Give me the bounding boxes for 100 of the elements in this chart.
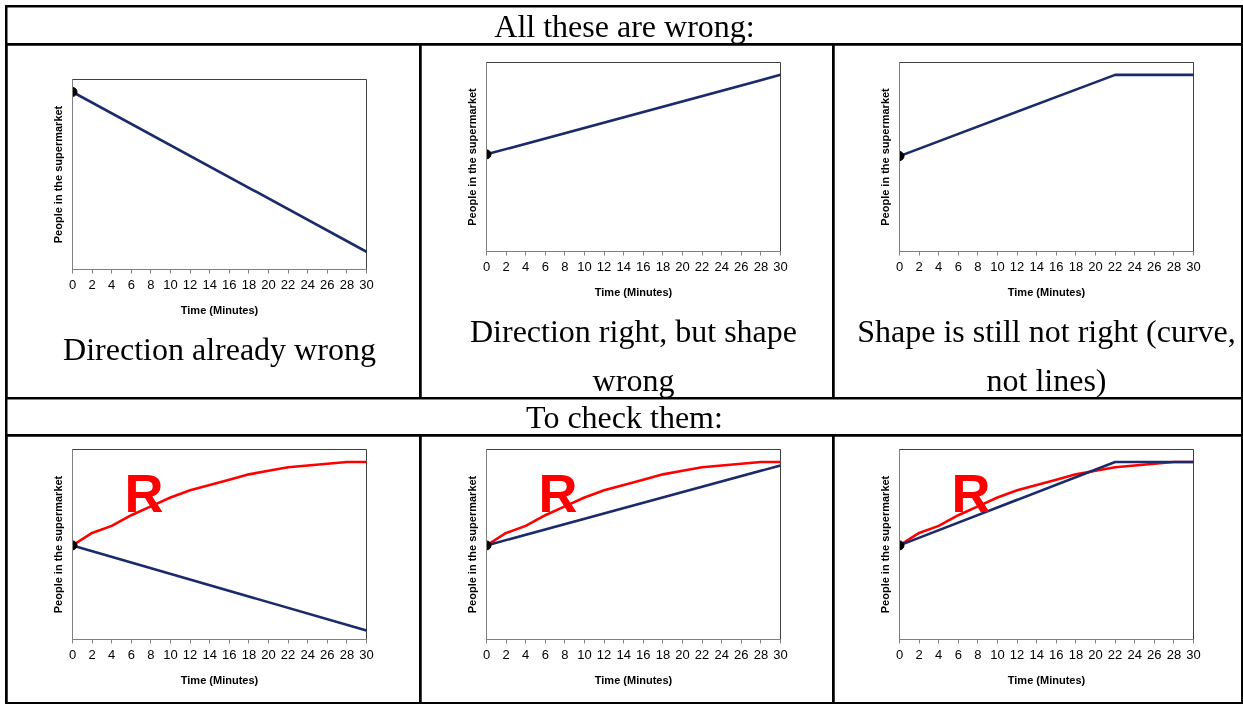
x-axis-title: Time (Minutes) — [180, 303, 259, 316]
x-tick-label: 28 — [1166, 646, 1182, 662]
x-tick-label: 18 — [655, 646, 671, 662]
chart-title: To check them: — [526, 399, 723, 435]
series-label: R — [538, 462, 578, 523]
x-tick-label: 14 — [1029, 258, 1044, 274]
x-tick-label: 4 — [108, 646, 116, 662]
x-tick-label: 10 — [577, 646, 592, 662]
text: Shape is still not right (curve, not lines) — [857, 313, 1236, 398]
text: Direction already wrong — [63, 331, 376, 367]
x-tick-label: 8 — [974, 646, 982, 662]
x-tick-label: 30 — [773, 258, 788, 274]
x-tick-label: 2 — [915, 258, 923, 274]
x-tick-label: 4 — [935, 258, 943, 274]
x-tick-label: 26 — [1147, 258, 1162, 274]
x-tick-label: 2 — [915, 646, 923, 662]
x-tick-label: 18 — [241, 646, 257, 662]
x-tick-label: 6 — [127, 646, 135, 662]
x-tick-label: 24 — [1127, 646, 1142, 662]
x-tick-label: 26 — [320, 276, 335, 292]
x-tick-label: 14 — [1029, 646, 1044, 662]
x-tick-label: 20 — [261, 276, 276, 292]
x-tick-label: 0 — [68, 276, 77, 292]
x-tick-label: 4 — [935, 646, 943, 662]
x-tick-label: 0 — [68, 646, 77, 662]
x-tick-label: 6 — [541, 258, 549, 274]
x-tick-label: 12 — [596, 258, 612, 274]
x-tick-label: 18 — [1068, 258, 1084, 274]
x-tick-label: 8 — [561, 258, 569, 274]
x-tick-label: 16 — [636, 258, 651, 274]
y-axis-title: People in the supermarket — [465, 87, 478, 226]
x-tick-label: 10 — [990, 258, 1005, 274]
x-tick-label: 30 — [1186, 646, 1201, 662]
y-axis-title: People in the supermarket — [51, 105, 64, 244]
x-axis-title: Time (Minutes) — [1007, 285, 1086, 298]
x-tick-label: 26 — [734, 258, 749, 274]
x-tick-label: 16 — [1049, 646, 1064, 662]
x-tick-label: 30 — [359, 276, 374, 292]
x-tick-label: 28 — [339, 276, 355, 292]
x-tick-label: 18 — [1068, 646, 1084, 662]
x-tick-label: 22 — [1107, 646, 1123, 662]
x-tick-label: 2 — [88, 276, 96, 292]
x-tick-label: 14 — [616, 646, 631, 662]
x-tick-label: 6 — [954, 646, 962, 662]
x-tick-label: 18 — [655, 258, 671, 274]
x-tick-label: 12 — [1009, 258, 1025, 274]
x-axis-title: Time (Minutes) — [180, 673, 259, 686]
x-tick-label: 16 — [222, 646, 237, 662]
x-tick-label: 0 — [895, 258, 904, 274]
x-tick-label: 12 — [596, 646, 612, 662]
x-tick-label: 30 — [1186, 258, 1201, 274]
x-tick-label: 12 — [182, 276, 198, 292]
x-tick-label: 12 — [1009, 646, 1025, 662]
x-tick-label: 0 — [482, 258, 491, 274]
x-tick-label: 28 — [753, 646, 769, 662]
x-tick-label: 4 — [522, 258, 530, 274]
x-tick-label: 14 — [202, 646, 217, 662]
x-tick-label: 22 — [280, 276, 296, 292]
x-tick-label: 4 — [108, 276, 116, 292]
x-tick-label: 22 — [694, 646, 710, 662]
x-tick-label: 24 — [714, 258, 729, 274]
x-axis-title: Time (Minutes) — [594, 285, 673, 298]
y-axis-title: People in the supermarket — [465, 475, 478, 614]
x-tick-label: 8 — [974, 258, 982, 274]
x-tick-label: 18 — [241, 276, 257, 292]
x-tick-label: 10 — [163, 646, 178, 662]
x-tick-label: 6 — [541, 646, 549, 662]
x-tick-label: 20 — [675, 646, 690, 662]
text: Direction right, but shape wrong — [469, 313, 798, 398]
series-label: R — [124, 462, 164, 523]
x-tick-label: 20 — [675, 258, 690, 274]
x-tick-label: 16 — [636, 646, 651, 662]
x-tick-label: 28 — [339, 646, 355, 662]
y-axis-title: People in the supermarket — [878, 475, 891, 614]
x-tick-label: 30 — [359, 646, 374, 662]
x-tick-label: 12 — [182, 646, 198, 662]
x-tick-label: 20 — [261, 646, 276, 662]
x-tick-label: 30 — [773, 646, 788, 662]
x-tick-label: 22 — [280, 646, 296, 662]
x-tick-label: 2 — [502, 258, 510, 274]
x-tick-label: 8 — [147, 646, 155, 662]
x-tick-label: 0 — [895, 646, 904, 662]
x-tick-label: 22 — [694, 258, 710, 274]
x-tick-label: 24 — [300, 646, 315, 662]
x-tick-label: 26 — [1147, 646, 1162, 662]
x-axis-title: Time (Minutes) — [1007, 673, 1086, 686]
x-tick-label: 16 — [1049, 258, 1064, 274]
x-tick-label: 8 — [147, 276, 155, 292]
x-tick-label: 2 — [502, 646, 510, 662]
x-tick-label: 14 — [616, 258, 631, 274]
x-tick-label: 24 — [300, 276, 315, 292]
x-tick-label: 28 — [753, 258, 769, 274]
x-tick-label: 6 — [127, 276, 135, 292]
x-tick-label: 22 — [1107, 258, 1123, 274]
x-tick-label: 10 — [577, 258, 592, 274]
x-tick-label: 10 — [163, 276, 178, 292]
x-tick-label: 6 — [954, 258, 962, 274]
x-axis-title: Time (Minutes) — [594, 673, 673, 686]
x-tick-label: 0 — [482, 646, 491, 662]
x-tick-label: 2 — [88, 646, 96, 662]
